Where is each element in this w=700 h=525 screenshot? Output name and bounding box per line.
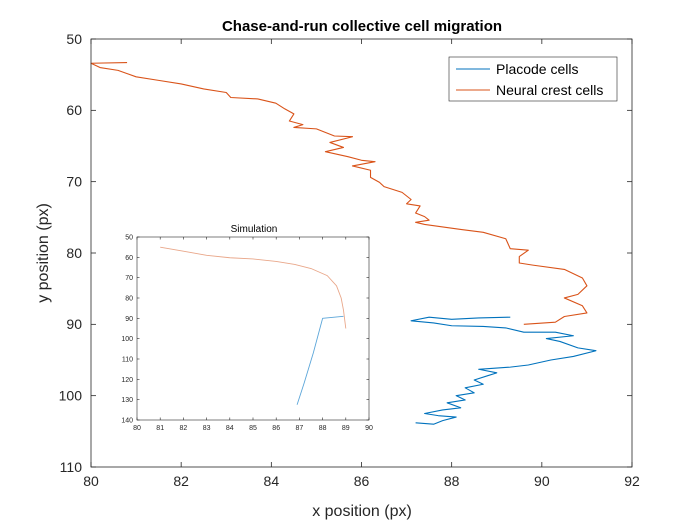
inset-y-tick-label: 80: [125, 295, 133, 302]
main-x-axis-label: x position (px): [312, 503, 412, 520]
main-y-tick-label: 110: [60, 459, 83, 475]
inset-series-line-1: [160, 246, 347, 329]
legend-box: [448, 56, 618, 102]
main-series-line-neural-crest-cells: [90, 61, 588, 325]
main-x-tick-label: 92: [624, 473, 640, 489]
inset-x-tick-label: 87: [296, 425, 304, 432]
inset-x-tick-label: 80: [133, 425, 141, 432]
main-chart-title: Chase-and-run collective cell migration: [222, 18, 502, 35]
inset-x-tick-label: 86: [272, 425, 280, 432]
inset-y-tick-label: 130: [121, 397, 133, 404]
main-y-tick-label: 60: [66, 102, 82, 118]
main-x-tick-label: 88: [444, 473, 460, 489]
main-series-line-placode-cells: [410, 316, 597, 425]
main-x-tick-label: 82: [173, 473, 189, 489]
main-x-tick-label: 86: [354, 473, 370, 489]
inset-axes: 80 81 82 83 84 85 86 87 88 89 90 50 60 70 80 90 100 110 12…: [121, 224, 373, 432]
main-y-tick-label: 90: [66, 316, 82, 332]
inset-y-tick-label: 110: [122, 356, 133, 363]
inset-x-tick-label: 81: [156, 425, 164, 432]
main-x-tick-label: 80: [83, 473, 99, 489]
inset-y-tick-label: 120: [121, 377, 133, 384]
inset-y-tick-label: 140: [121, 417, 133, 424]
main-x-tick-label: 84: [264, 473, 280, 489]
inset-y-tick-label: 70: [125, 275, 133, 282]
legend-label-placode-cells: Placode cells: [496, 61, 579, 77]
main-series-group: [90, 61, 597, 425]
inset-y-tick-label: 60: [125, 255, 133, 262]
inset-y-tick-label: 100: [121, 336, 133, 343]
legend-label-neural-crest-cells: Neural crest cells: [496, 82, 603, 98]
inset-x-tick-label: 82: [180, 425, 188, 432]
inset-ticks-group: 80 81 82 83 84 85 86 87 88 89 90 50 60 70 80 90 100 110 12…: [121, 234, 373, 432]
inset-y-tick-label: 90: [125, 316, 133, 323]
inset-series-group: [160, 246, 347, 405]
inset-x-tick-label: 84: [226, 425, 234, 432]
main-y-tick-label: 50: [66, 31, 82, 47]
inset-plot-area: [137, 237, 369, 420]
main-y-axis-label: y position (px): [35, 203, 52, 303]
inset-x-tick-label: 89: [342, 425, 350, 432]
inset-x-tick-label: 90: [365, 425, 373, 432]
inset-x-tick-label: 88: [319, 425, 327, 432]
inset-x-tick-label: 83: [203, 425, 211, 432]
main-x-tick-label: 90: [534, 473, 550, 489]
inset-series-line-2: [296, 315, 344, 405]
main-y-tick-label: 100: [59, 388, 83, 404]
main-y-tick-label: 80: [66, 245, 82, 261]
legend: Placode cells Neural crest cells: [448, 56, 618, 102]
main-ticks-group: 80 82 84 86 88 90 92 50 60 70 80 90 100 110: [59, 31, 640, 489]
inset-y-tick-label: 50: [125, 234, 133, 241]
main-y-tick-label: 70: [66, 174, 82, 190]
inset-x-tick-label: 85: [249, 425, 257, 432]
inset-chart-title: Simulation: [231, 224, 278, 235]
